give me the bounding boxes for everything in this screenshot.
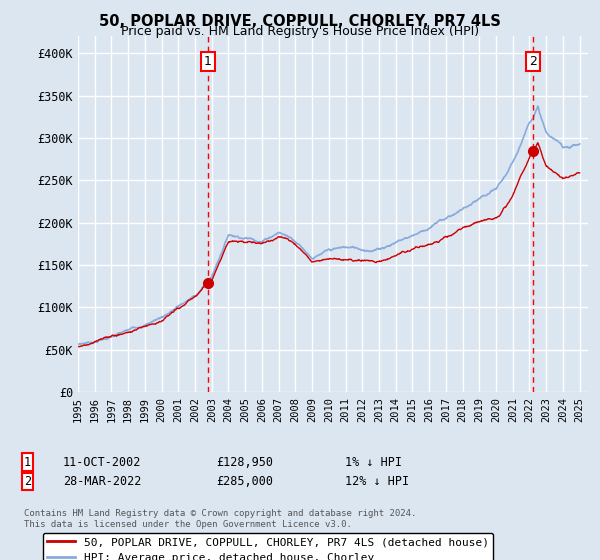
Text: 28-MAR-2022: 28-MAR-2022 xyxy=(63,475,142,488)
Text: This data is licensed under the Open Government Licence v3.0.: This data is licensed under the Open Gov… xyxy=(24,520,352,529)
Text: Price paid vs. HM Land Registry's House Price Index (HPI): Price paid vs. HM Land Registry's House … xyxy=(121,25,479,38)
Text: 1% ↓ HPI: 1% ↓ HPI xyxy=(345,455,402,469)
Legend: 50, POPLAR DRIVE, COPPULL, CHORLEY, PR7 4LS (detached house), HPI: Average price: 50, POPLAR DRIVE, COPPULL, CHORLEY, PR7 … xyxy=(43,533,493,560)
Text: £285,000: £285,000 xyxy=(216,475,273,488)
Text: 2: 2 xyxy=(529,55,537,68)
Text: 12% ↓ HPI: 12% ↓ HPI xyxy=(345,475,409,488)
Text: Contains HM Land Registry data © Crown copyright and database right 2024.: Contains HM Land Registry data © Crown c… xyxy=(24,509,416,518)
Text: 50, POPLAR DRIVE, COPPULL, CHORLEY, PR7 4LS: 50, POPLAR DRIVE, COPPULL, CHORLEY, PR7 … xyxy=(99,14,501,29)
Text: 1: 1 xyxy=(204,55,212,68)
Text: 2: 2 xyxy=(24,475,31,488)
Text: 1: 1 xyxy=(24,455,31,469)
Text: 11-OCT-2002: 11-OCT-2002 xyxy=(63,455,142,469)
Text: £128,950: £128,950 xyxy=(216,455,273,469)
